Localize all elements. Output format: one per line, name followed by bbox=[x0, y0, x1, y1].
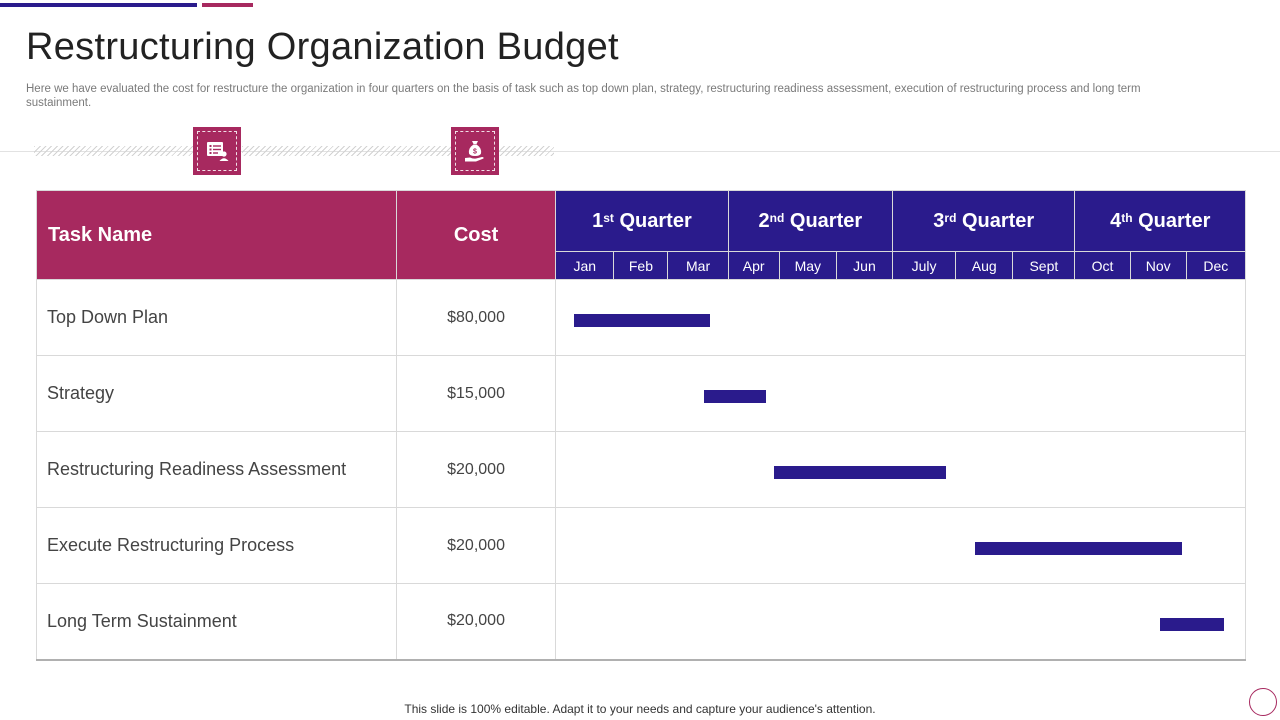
page-title: Restructuring Organization Budget bbox=[26, 26, 619, 68]
timeline-cell bbox=[555, 355, 1246, 432]
table-row: Execute Restructuring Process $20,000 bbox=[36, 507, 1246, 584]
hatch-decoration bbox=[242, 146, 452, 156]
gantt-bar bbox=[975, 542, 1183, 555]
task-cost: $20,000 bbox=[395, 431, 557, 508]
timeline-cell bbox=[555, 583, 1246, 661]
cost-header: Cost bbox=[395, 190, 557, 280]
month-header: Aug bbox=[955, 251, 1014, 280]
quarter-header: 1st Quarter bbox=[555, 190, 729, 252]
month-header: Jan bbox=[555, 251, 615, 280]
task-cost: $20,000 bbox=[395, 583, 557, 661]
gantt-bar bbox=[774, 466, 946, 479]
timeline-cell bbox=[555, 431, 1246, 508]
month-header: Jun bbox=[835, 251, 894, 280]
table-row: Restructuring Readiness Assessment $20,0… bbox=[36, 431, 1246, 508]
task-cost: $20,000 bbox=[395, 507, 557, 584]
quarter-header: 4th Quarter bbox=[1074, 190, 1246, 252]
month-header: Nov bbox=[1129, 251, 1187, 280]
task-name: Execute Restructuring Process bbox=[36, 507, 397, 584]
month-header: Oct bbox=[1074, 251, 1131, 280]
month-header: Dec bbox=[1185, 251, 1247, 280]
month-header: Apr bbox=[727, 251, 780, 280]
task-name: Strategy bbox=[36, 355, 397, 432]
table-row: Long Term Sustainment $20,000 bbox=[36, 583, 1246, 661]
timeline-cell bbox=[555, 279, 1246, 356]
gantt-bar bbox=[704, 390, 767, 403]
table-row: Strategy $15,000 bbox=[36, 355, 1246, 432]
budget-gantt-table: Task Name Cost 1st Quarter 2nd Quarter 3… bbox=[36, 190, 1247, 661]
month-header: July bbox=[892, 251, 957, 280]
footer-note: This slide is 100% editable. Adapt it to… bbox=[404, 702, 876, 716]
gantt-bar bbox=[573, 314, 711, 327]
money-bag-hand-icon: $ bbox=[465, 141, 484, 162]
hatch-decoration bbox=[34, 146, 194, 156]
month-header: Sept bbox=[1012, 251, 1076, 280]
page-subtitle: Here we have evaluated the cost for rest… bbox=[26, 83, 1141, 109]
task-name-header: Task Name bbox=[36, 190, 397, 280]
money-bag-icon-box: $ bbox=[451, 127, 499, 175]
task-list-icon-box bbox=[193, 127, 241, 175]
task-list-icon bbox=[207, 142, 229, 161]
month-header: Feb bbox=[613, 251, 669, 280]
task-name: Long Term Sustainment bbox=[36, 583, 397, 661]
month-header: May bbox=[778, 251, 837, 280]
top-accent-bar-navy bbox=[0, 3, 197, 7]
corner-circle-decoration bbox=[1249, 688, 1277, 716]
task-cost: $80,000 bbox=[395, 279, 557, 356]
task-name: Top Down Plan bbox=[36, 279, 397, 356]
quarter-header: 2nd Quarter bbox=[727, 190, 894, 252]
quarter-header: 3rd Quarter bbox=[892, 190, 1076, 252]
gantt-bar bbox=[1160, 618, 1224, 631]
task-cost: $15,000 bbox=[395, 355, 557, 432]
table-row: Top Down Plan $80,000 bbox=[36, 279, 1246, 356]
divider-line bbox=[0, 151, 1280, 152]
top-accent-bar-pink bbox=[202, 3, 253, 7]
month-header: Mar bbox=[667, 251, 729, 280]
svg-text:$: $ bbox=[473, 149, 477, 156]
hatch-decoration bbox=[498, 146, 554, 156]
task-name: Restructuring Readiness Assessment bbox=[36, 431, 397, 508]
timeline-cell bbox=[555, 507, 1246, 584]
